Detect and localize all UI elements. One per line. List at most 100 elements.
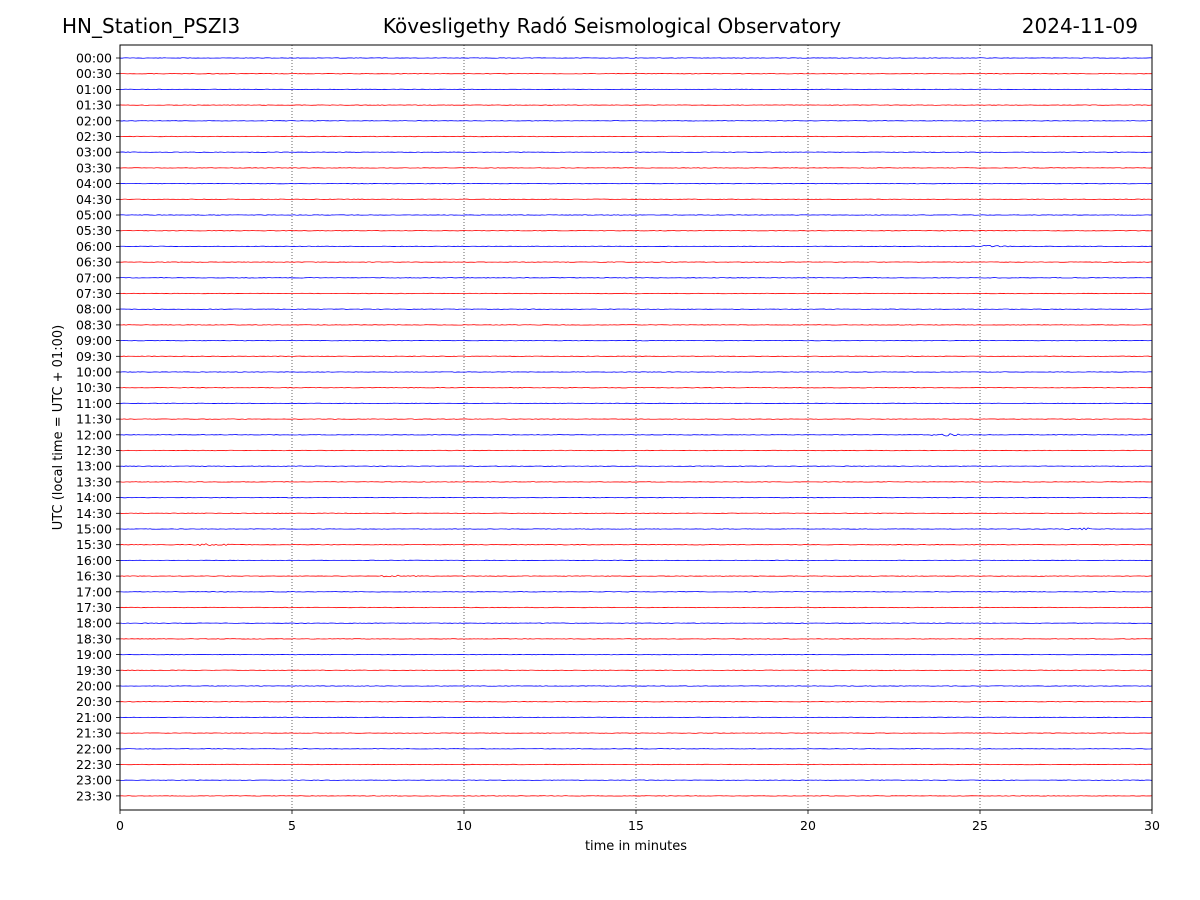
- station-name: HN_Station_PSZI3: [62, 14, 241, 38]
- x-tick-label: 20: [800, 818, 816, 833]
- trace-1500: [119, 527, 1153, 531]
- y-tick-label: 11:00: [76, 396, 112, 411]
- y-tick-label: 05:00: [76, 208, 112, 223]
- y-tick-label: 22:30: [76, 757, 112, 772]
- trace-1130: [119, 418, 1153, 420]
- y-tick-label: 20:00: [76, 679, 112, 694]
- trace-1930: [119, 669, 1153, 671]
- trace-0100: [119, 88, 1153, 91]
- trace-1630: [119, 574, 1153, 578]
- trace-0730: [119, 292, 1153, 295]
- trace-1730: [119, 606, 1153, 609]
- y-tick-label: 07:30: [76, 286, 112, 301]
- trace-1330: [119, 481, 1153, 483]
- y-tick-label: 11:30: [76, 412, 112, 427]
- y-tick-label: 12:30: [76, 443, 112, 458]
- y-tick-label: 18:30: [76, 631, 112, 646]
- trace-0530: [119, 230, 1153, 232]
- y-tick-label: 23:30: [76, 788, 112, 803]
- y-tick-label: 18:00: [76, 616, 112, 631]
- y-tick-label: 08:00: [76, 302, 112, 317]
- y-tick-label: 06:30: [76, 255, 112, 270]
- trace-1030: [119, 387, 1153, 389]
- y-tick-label: 15:30: [76, 537, 112, 552]
- y-tick-label: 01:30: [76, 98, 112, 113]
- x-tick-label: 0: [116, 818, 124, 833]
- y-tick-label: 08:30: [76, 317, 112, 332]
- y-tick-label: 17:30: [76, 600, 112, 615]
- trace-1430: [119, 512, 1153, 514]
- trace-2000: [119, 685, 1153, 687]
- y-tick-label: 20:30: [76, 694, 112, 709]
- trace-2130: [119, 732, 1153, 734]
- trace-0330: [119, 167, 1153, 169]
- y-tick-label: 12:00: [76, 427, 112, 442]
- trace-1900: [119, 653, 1153, 656]
- trace-0430: [119, 198, 1153, 200]
- y-tick-label: 21:30: [76, 726, 112, 741]
- y-tick-label: 09:00: [76, 333, 112, 348]
- trace-1830: [119, 638, 1153, 640]
- trace-1230: [119, 449, 1153, 452]
- y-tick-label: 10:30: [76, 380, 112, 395]
- trace-0200: [119, 120, 1153, 122]
- trace-0600: [119, 245, 1153, 248]
- y-tick-label: 23:00: [76, 773, 112, 788]
- y-tick-label: 13:00: [76, 459, 112, 474]
- y-tick-label: 13:30: [76, 474, 112, 489]
- trace-2300: [119, 779, 1153, 781]
- chart-title: Kövesligethy Radó Seismological Observat…: [382, 14, 842, 38]
- chart-date: 2024-11-09: [1021, 14, 1138, 38]
- trace-2330: [119, 795, 1153, 797]
- trace-0830: [119, 324, 1152, 326]
- x-tick-label: 25: [972, 818, 988, 833]
- y-axis-label: UTC (local time = UTC + 01:00): [51, 325, 66, 530]
- trace-0700: [119, 277, 1153, 279]
- x-tick-label: 5: [288, 818, 296, 833]
- trace-0230: [119, 135, 1153, 138]
- y-tick-label: 19:30: [76, 663, 112, 678]
- y-tick-label: 07:00: [76, 270, 112, 285]
- trace-2230: [119, 763, 1153, 766]
- y-tick-label: 21:00: [76, 710, 112, 725]
- trace-2030: [119, 701, 1153, 703]
- y-tick-label: 04:00: [76, 176, 112, 191]
- trace-0130: [119, 104, 1153, 106]
- y-tick-label: 22:00: [76, 741, 112, 756]
- y-tick-label: 01:00: [76, 82, 112, 97]
- y-tick-label: 04:30: [76, 192, 112, 207]
- trace-1200: [119, 433, 1153, 437]
- trace-0930: [119, 355, 1153, 357]
- y-tick-label: 14:00: [76, 490, 112, 505]
- trace-0630: [120, 261, 1153, 263]
- y-tick-label: 06:00: [76, 239, 112, 254]
- trace-0500: [119, 214, 1153, 216]
- y-tick-label: 00:00: [76, 51, 112, 66]
- y-tick-label: 03:30: [76, 160, 112, 175]
- y-tick-label: 09:30: [76, 349, 112, 364]
- trace-0400: [119, 182, 1153, 185]
- trace-1300: [119, 465, 1153, 467]
- y-tick-label: 14:30: [76, 506, 112, 521]
- trace-0030: [119, 73, 1153, 75]
- y-tick-label: 10:00: [76, 365, 112, 380]
- trace-1530: [119, 543, 1153, 547]
- x-tick-label: 15: [628, 818, 644, 833]
- trace-1400: [119, 496, 1153, 499]
- x-axis-label: time in minutes: [585, 839, 687, 854]
- y-tick-label: 03:00: [76, 145, 112, 160]
- x-tick-label: 10: [456, 818, 472, 833]
- trace-1700: [119, 591, 1153, 593]
- trace-0000: [119, 57, 1153, 59]
- trace-0800: [119, 308, 1153, 310]
- y-tick-label: 05:30: [76, 223, 112, 238]
- y-tick-label: 15:00: [76, 522, 112, 537]
- trace-2200: [119, 748, 1153, 750]
- y-tick-label: 02:30: [76, 129, 112, 144]
- trace-1800: [119, 622, 1153, 624]
- y-tick-label: 16:30: [76, 569, 112, 584]
- trace-1100: [119, 402, 1153, 405]
- trace-2100: [119, 716, 1153, 719]
- y-tick-label: 19:00: [76, 647, 112, 662]
